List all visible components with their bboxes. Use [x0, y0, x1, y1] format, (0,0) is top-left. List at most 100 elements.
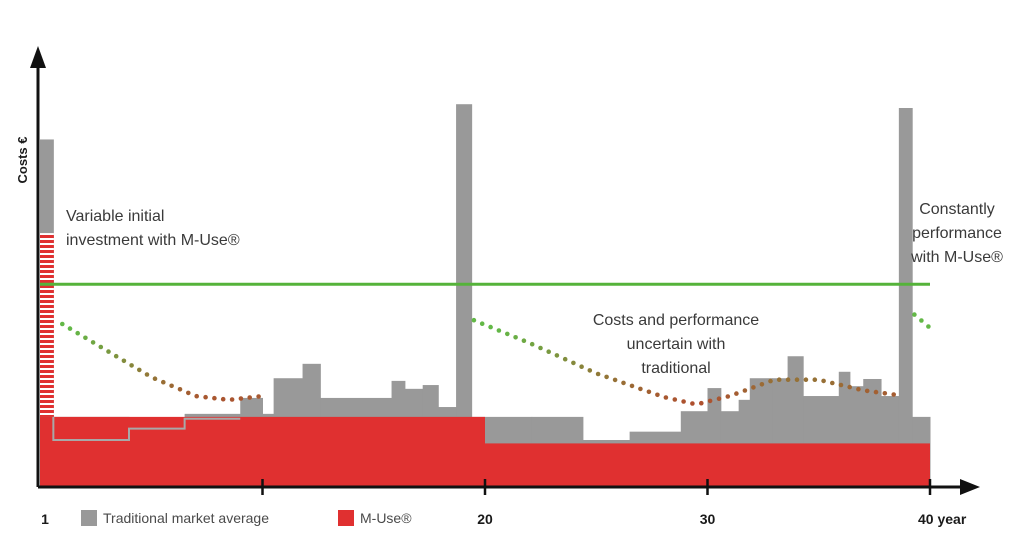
curve-dot	[891, 392, 896, 397]
x-tick-label: 40 year	[918, 511, 967, 527]
curve-dot	[129, 363, 134, 368]
curve-dot	[60, 321, 65, 327]
curve-dot	[803, 377, 809, 383]
annotation-constant: Constantly performance with M-Use®	[910, 201, 1003, 266]
curve-dot	[90, 340, 96, 345]
curve-dot	[646, 389, 652, 395]
curve-dot	[595, 371, 601, 377]
curve-dot	[538, 345, 543, 351]
curve-dot	[212, 395, 217, 401]
curve-dot	[137, 367, 142, 373]
curve-dot	[471, 317, 477, 323]
annotation-line: traditional	[641, 360, 710, 377]
annotation-line: Variable initial	[66, 208, 164, 225]
curve-dot	[571, 360, 576, 366]
legend-label-traditional: Traditional market average	[103, 510, 269, 526]
annotation-uncertain: Costs and performance uncertain with tra…	[593, 312, 759, 377]
curve-dot	[505, 331, 510, 337]
x-tick-label: 20	[477, 511, 493, 527]
axes	[30, 46, 980, 495]
curve-dot	[690, 401, 695, 406]
curve-dot	[562, 356, 568, 362]
curve-dot	[882, 391, 888, 396]
curve-dot	[67, 326, 73, 331]
curve-dot	[98, 344, 104, 350]
curve-dot	[699, 400, 704, 406]
annotation-line: uncertain with	[627, 336, 726, 353]
curve-dot	[83, 335, 88, 341]
legend-swatch-muse	[338, 510, 354, 526]
curve-dot	[812, 377, 818, 383]
curve-dot	[256, 394, 261, 399]
curve-dot	[742, 388, 748, 393]
curve-dot	[638, 386, 643, 392]
muse-initial-investment-bar	[40, 233, 54, 417]
curve-dot	[716, 396, 722, 402]
curve-dot	[238, 396, 244, 401]
curve-dot	[554, 353, 560, 358]
curve-dot	[785, 377, 791, 383]
traditional-bar	[838, 371, 851, 487]
annotation-initial-investment: Variable initial investment with M-Use®	[66, 208, 240, 249]
curve-dot	[873, 389, 879, 395]
curve-dot	[926, 324, 931, 329]
curve-dot	[488, 324, 493, 330]
curve-dot	[830, 380, 835, 386]
dotted-curve	[60, 321, 261, 402]
legend-label-muse: M-Use®	[360, 510, 412, 526]
annotation-line: investment with M-Use®	[66, 232, 240, 249]
curve-dot	[655, 392, 660, 398]
curve-dot	[864, 388, 870, 394]
curve-dot	[521, 338, 527, 344]
traditional-bar	[456, 104, 473, 488]
curve-dot	[579, 364, 584, 370]
curve-dot	[821, 378, 826, 384]
curve-dot	[838, 382, 844, 388]
annotation-line: Constantly	[919, 201, 995, 218]
x-ticks: 1 20 30 40 year	[41, 479, 967, 527]
x-axis-arrow-icon	[960, 479, 980, 495]
y-axis-label: Costs €	[15, 137, 30, 184]
curve-dot	[759, 382, 765, 387]
curve-dot	[725, 394, 731, 399]
curve-dot	[707, 398, 713, 404]
legend-swatch-traditional	[81, 510, 97, 526]
curve-dot	[121, 358, 127, 364]
curve-dot	[229, 397, 235, 402]
curve-dot	[919, 318, 924, 323]
x-tick-label: 30	[700, 511, 716, 527]
curve-dot	[681, 399, 686, 404]
curve-dot	[794, 377, 800, 383]
traditional-bar	[898, 108, 913, 487]
annotation-line: Costs and performance	[593, 312, 759, 329]
curve-dot	[663, 395, 669, 400]
annotation-line: performance	[912, 225, 1002, 242]
curve-dot	[513, 335, 518, 340]
curve-dot	[847, 384, 852, 390]
curve-dot	[612, 377, 618, 383]
curve-dot	[177, 387, 183, 392]
muse-bar	[40, 416, 485, 487]
curve-dot	[496, 328, 502, 333]
curve-dot	[186, 390, 191, 396]
curve-dot	[106, 349, 111, 354]
curve-dot	[203, 394, 208, 400]
curve-dot	[768, 378, 773, 384]
curve-dot	[161, 379, 166, 385]
traditional-bar	[738, 399, 751, 487]
curve-dot	[529, 341, 535, 347]
curve-dot	[247, 395, 252, 400]
curve-dot	[672, 397, 678, 402]
curve-dot	[113, 353, 119, 359]
curve-dot	[776, 377, 782, 383]
curve-dot	[546, 349, 551, 355]
curve-dot	[144, 372, 150, 377]
curve-dot	[587, 368, 593, 373]
curve-dot	[479, 321, 485, 327]
curve-dot	[169, 383, 174, 389]
curve-dot	[194, 393, 199, 399]
curve-dot	[75, 330, 80, 336]
curve-dot	[621, 380, 626, 386]
dotted-curve	[912, 312, 931, 329]
